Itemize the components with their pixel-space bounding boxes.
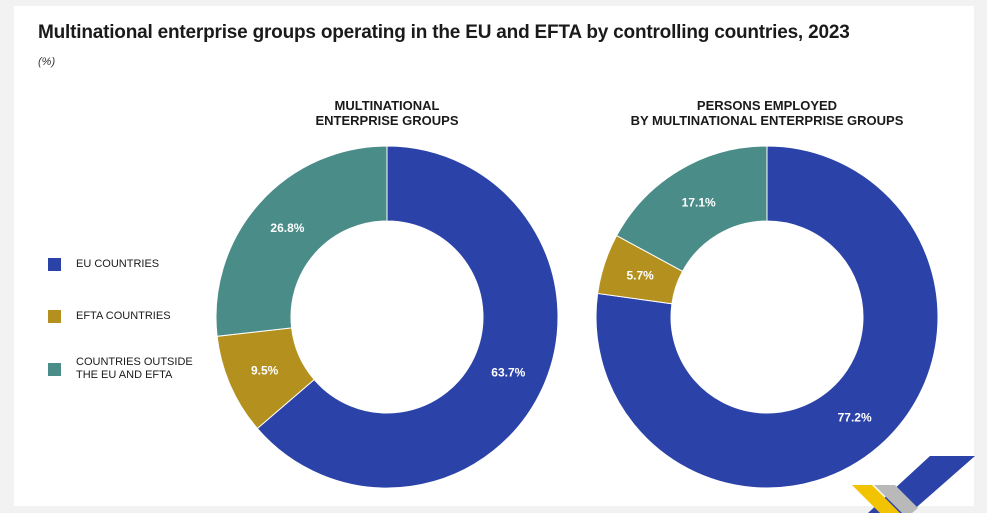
legend-swatch-eu: [48, 258, 61, 271]
chart-0-title-line-0: MULTINATIONAL: [335, 98, 440, 113]
legend-swatch-outside: [48, 362, 61, 376]
logo-stripe-yellow: [852, 485, 900, 513]
chart-0-slice-label-eu: 63.7%: [491, 366, 525, 380]
chart-1-title-line-1: BY MULTINATIONAL ENTERPRISE GROUPS: [631, 113, 904, 128]
chart-1-slice-label-efta: 5.7%: [626, 268, 654, 282]
chart-1-title-line-0: PERSONS EMPLOYED: [697, 98, 837, 113]
legend-label-eu: EU COUNTRIES: [76, 258, 160, 270]
legend-label-efta: EFTA COUNTRIES: [76, 310, 171, 322]
chart-0-slice-outside: [215, 145, 388, 337]
chart-title: Multinational enterprise groups operatin…: [38, 22, 850, 43]
legend-item-eu: EU COUNTRIES: [48, 258, 208, 271]
chart-0-slice-label-efta: 9.5%: [251, 363, 279, 377]
chart-1-slice-eu: [595, 145, 939, 489]
eurostat-logo-mark: [852, 456, 975, 513]
chart-1-slice-label-eu: 77.2%: [838, 411, 872, 425]
chart-unit: (%): [38, 56, 56, 68]
legend-item-outside: COUNTRIES OUTSIDE THE EU AND EFTA: [48, 356, 208, 382]
legend-item-efta: EFTA COUNTRIES: [48, 310, 208, 323]
chart-0-slice-eu: [256, 145, 559, 489]
chart-1-slice-label-outside: 17.1%: [682, 195, 716, 209]
logo-stripe-grey: [874, 485, 918, 513]
chart-1-slice-outside: [615, 145, 768, 272]
legend-swatch-efta: [48, 310, 61, 323]
legend-label-outside: COUNTRIES OUTSIDE THE EU AND EFTA: [76, 356, 193, 381]
chart-0-title-line-1: ENTERPRISE GROUPS: [315, 113, 458, 128]
chart-0-slice-label-outside: 26.8%: [270, 221, 304, 235]
